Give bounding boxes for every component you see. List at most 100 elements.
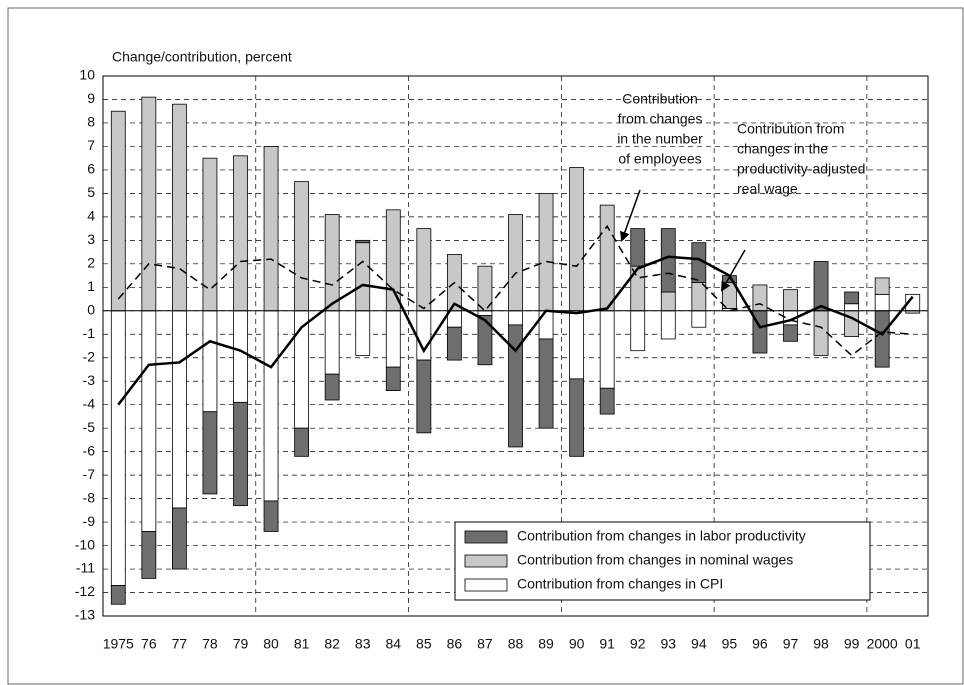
bar-segment (171, 507, 187, 570)
bar-segment (385, 310, 401, 368)
legend-swatch (464, 578, 508, 592)
y-tick-label: 8 (87, 114, 95, 130)
bar-segment (844, 303, 860, 312)
x-tick-label: 99 (844, 636, 860, 652)
line-series (117, 255, 914, 406)
bar-segment (752, 284, 768, 312)
plot-area (102, 75, 929, 617)
bar-segment (508, 324, 523, 448)
bar-segment (141, 531, 157, 579)
y-tick-label: 2 (87, 255, 95, 271)
y-tick-label: -2 (83, 348, 96, 364)
bar-segment (660, 310, 676, 340)
legend-label: Contribution from changes in nominal wag… (517, 552, 793, 568)
x-tick-label: 83 (355, 636, 371, 652)
x-tick-label: 88 (508, 636, 524, 652)
bar-segment (446, 326, 462, 361)
x-tick-label: 97 (783, 636, 799, 652)
y-tick-label: -6 (83, 442, 96, 458)
bar-segment (294, 427, 310, 457)
bar-segment (508, 310, 523, 326)
annotation-text: Contribution from (737, 121, 844, 137)
x-tick-label: 77 (172, 636, 188, 652)
y-tick-label: -12 (75, 583, 95, 599)
legend-label: Contribution from changes in labor produ… (517, 528, 806, 544)
bar-segment (599, 387, 615, 415)
bar-segment (660, 291, 676, 312)
annotation-text: in the number (617, 131, 703, 147)
bar-segment (324, 373, 340, 401)
line-series (117, 224, 913, 357)
y-tick-label: 6 (87, 161, 95, 177)
annotation-arrow (721, 249, 746, 292)
annotation-text: of employees (618, 151, 701, 167)
bar-segment (355, 239, 371, 244)
bar-segment (569, 310, 585, 380)
x-tick-label: 89 (538, 636, 554, 652)
bar-segment (599, 310, 615, 389)
bar-segment (538, 310, 554, 340)
bar-segment (233, 310, 248, 403)
bar-segment (233, 401, 248, 507)
x-tick-label: 2000 (867, 636, 898, 652)
x-tick-label: 96 (752, 636, 768, 652)
bar-segment (141, 310, 157, 532)
y-tick-label: -13 (75, 607, 95, 623)
y-tick-label: -9 (83, 513, 96, 529)
y-tick-label: -8 (83, 489, 96, 505)
bar-segment (691, 282, 707, 312)
bar-segment (630, 228, 646, 267)
annotation-text: real wage (737, 181, 798, 197)
x-tick-label: 80 (263, 636, 279, 652)
x-tick-label: 82 (324, 636, 340, 652)
y-tick-label: 7 (87, 137, 95, 153)
bar-segment (171, 103, 187, 312)
bar-segment (874, 310, 890, 368)
bar-segment (263, 500, 279, 532)
bar-segment (630, 310, 646, 352)
bar-segment (660, 228, 676, 293)
y-tick-label: 0 (87, 301, 95, 317)
bar-segment (538, 192, 554, 312)
y-tick-label: 9 (87, 90, 95, 106)
bar-segment (202, 411, 218, 495)
y-tick-label: -4 (83, 395, 96, 411)
x-tick-label: 93 (660, 636, 676, 652)
bar-segment (233, 155, 248, 312)
bar-segment (355, 310, 371, 356)
y-tick-label: 1 (87, 278, 95, 294)
bar-segment (630, 265, 646, 312)
y-tick-label: -7 (83, 466, 96, 482)
bar-segment (324, 310, 340, 375)
bar-segment (538, 338, 554, 429)
bar-segment (416, 359, 432, 434)
y-tick-label: -11 (76, 560, 95, 576)
x-tick-label: 95 (722, 636, 738, 652)
x-tick-label: 76 (141, 636, 157, 652)
y-axis-label: Change/contribution, percent (112, 49, 292, 65)
bar-segment (294, 181, 310, 312)
y-tick-label: -1 (83, 325, 96, 341)
legend-label: Contribution from changes in CPI (517, 576, 723, 592)
bar-segment (355, 242, 371, 312)
bar-segment (110, 585, 126, 605)
x-tick-label: 87 (477, 636, 493, 652)
annotation-text: changes in the (737, 141, 828, 157)
bar-segment (110, 310, 126, 586)
bar-segment (599, 204, 615, 312)
annotation-text: productivity-adjusted (737, 161, 865, 177)
bar-segment (416, 228, 432, 312)
x-tick-label: 79 (233, 636, 249, 652)
y-tick-label: 10 (79, 67, 95, 83)
x-tick-label: 86 (447, 636, 463, 652)
bar-segment (569, 378, 585, 457)
annotation-text: from changes (618, 111, 703, 127)
bar-segment (813, 310, 829, 356)
x-tick-label: 91 (599, 636, 615, 652)
bar-segment (141, 96, 157, 312)
legend-swatch (464, 530, 508, 544)
y-tick-label: -5 (83, 419, 96, 435)
x-tick-label: 92 (630, 636, 646, 652)
